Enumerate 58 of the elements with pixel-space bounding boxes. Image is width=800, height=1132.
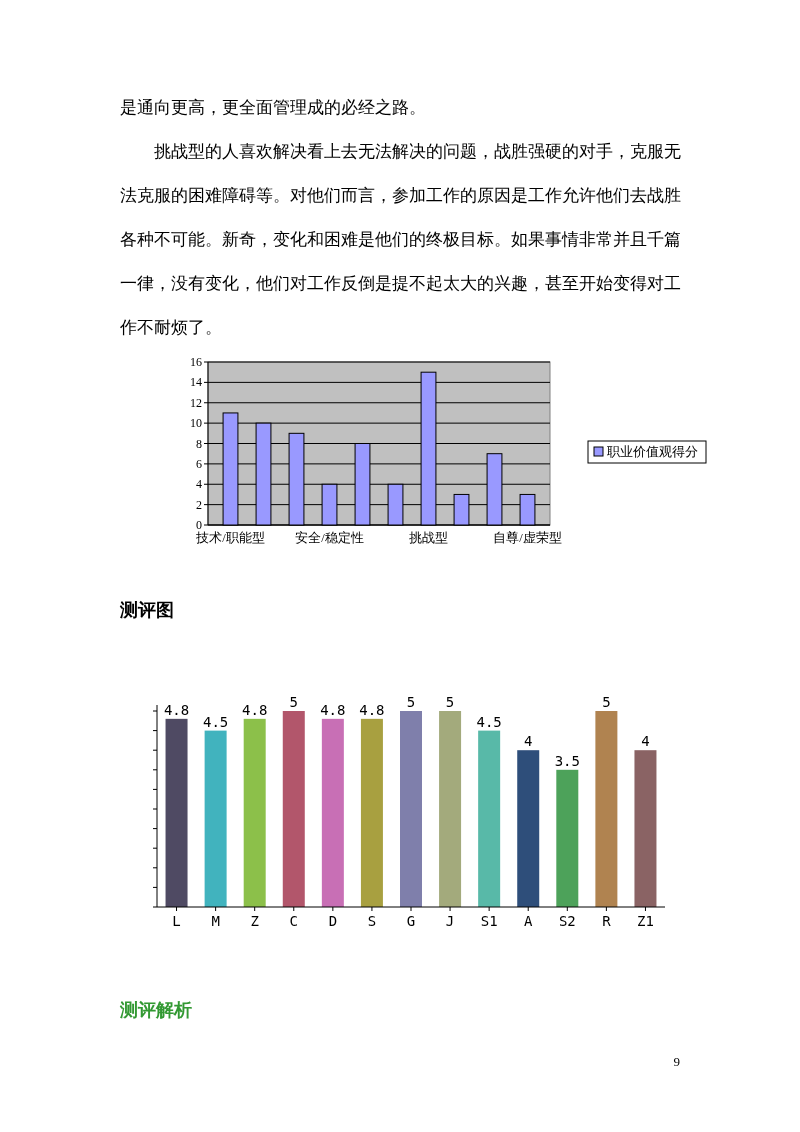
data-label: 5 — [289, 694, 298, 710]
data-label: 4.5 — [476, 713, 502, 730]
legend-label: 职业价值观得分 — [607, 445, 698, 459]
data-label: 4 — [641, 733, 650, 750]
y-tick-label: 10 — [190, 416, 202, 431]
x-tick-label: L — [172, 913, 181, 929]
x-tick-label: A — [524, 913, 534, 929]
data-label: 3.5 — [554, 752, 580, 769]
bar — [282, 711, 305, 907]
bar — [634, 750, 657, 907]
bar — [517, 750, 540, 907]
y-tick-label: 6 — [196, 456, 202, 471]
y-tick-label: 14 — [190, 375, 202, 390]
x-tick-label: Z — [250, 913, 259, 929]
data-label: 4.8 — [242, 701, 268, 718]
x-tick-label: 自尊/虚荣型 — [493, 531, 562, 545]
data-label: 5 — [445, 694, 455, 710]
y-tick-label: 12 — [190, 395, 202, 410]
text: 9 — [673, 1054, 680, 1069]
y-tick-label: 4 — [196, 477, 202, 492]
text: 挑战型的人喜欢解决看上去无法解决的问题，战胜强硬的对手，克服无法克服的困难障碍等。对他们而言，参加工作的原因是工作允许他们去战胜各种不可能。新奇，变化和困难是他们的终极目标。如果事情非常并且千篇一律，没有变化，他们对工作反倒是提不起太大的兴趣，甚至开始变得对工作不耐烦了。 — [120, 142, 681, 337]
x-tick-label: S2 — [558, 913, 576, 929]
x-tick-label: R — [602, 913, 612, 929]
y-tick-label: 8 — [196, 436, 202, 451]
text: 测评解析 — [119, 1000, 192, 1020]
x-tick-label: C — [289, 913, 298, 929]
x-tick-label: S — [367, 913, 377, 929]
x-tick-label: D — [328, 913, 338, 929]
y-tick-label: 2 — [196, 497, 202, 512]
x-tick-label: G — [406, 913, 416, 929]
chart-title: 测评图 — [119, 600, 174, 620]
bar — [204, 730, 227, 907]
x-tick-label: 安全/稳定性 — [295, 530, 364, 545]
bar — [400, 711, 422, 907]
bar — [556, 769, 579, 907]
y-tick-label: 16 — [190, 355, 202, 369]
x-tick-label: S1 — [480, 913, 498, 929]
bar — [595, 711, 618, 907]
x-tick-label: J — [445, 913, 455, 929]
bar — [321, 718, 344, 907]
text: 是通向更高，更全面管理成的必经之路。 — [120, 97, 427, 119]
data-label: 4.8 — [320, 701, 346, 718]
x-tick-label: 技术/职能型 — [195, 531, 265, 545]
y-tick-label: 0 — [196, 518, 202, 532]
x-tick-label: M — [211, 913, 220, 929]
data-label: 5 — [602, 694, 611, 710]
data-label: 4.8 — [163, 701, 190, 718]
data-label: 5 — [406, 694, 416, 710]
bar — [165, 718, 188, 907]
x-tick-label: Z1 — [637, 913, 654, 929]
data-label: 4.8 — [359, 701, 385, 718]
data-label: 4.5 — [202, 713, 229, 730]
x-tick-label: 挑战型 — [409, 531, 448, 545]
bar — [243, 718, 266, 907]
bar — [360, 718, 383, 907]
data-label: 4 — [524, 733, 533, 750]
bar — [439, 711, 462, 907]
bar — [478, 730, 501, 907]
